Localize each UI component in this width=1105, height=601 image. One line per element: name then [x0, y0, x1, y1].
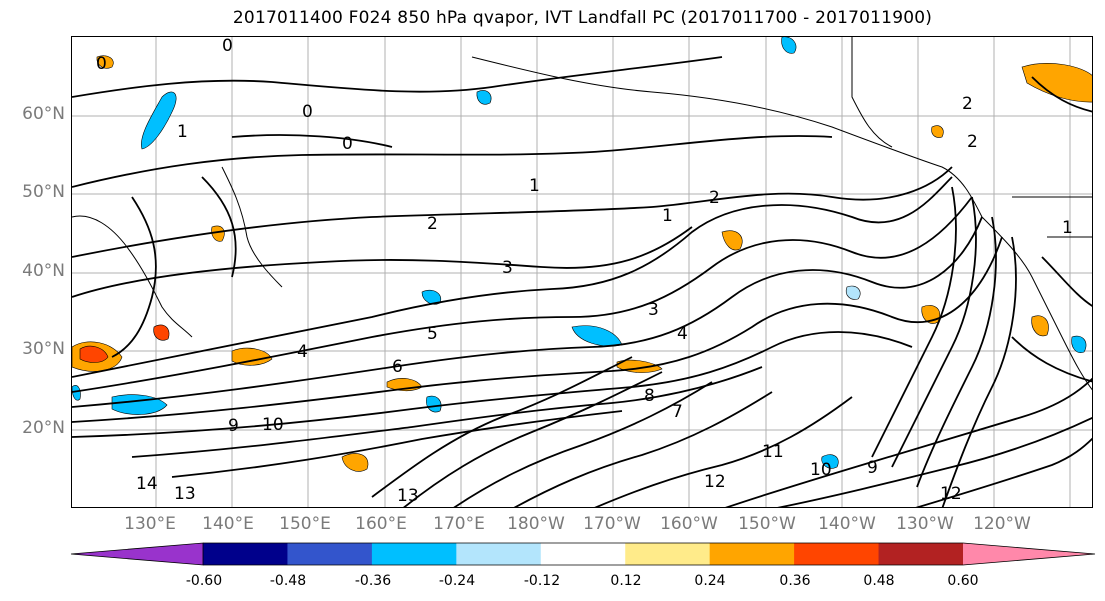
colorbar-tick-label: 0.24 — [694, 573, 726, 589]
colorbar-segments — [71, 543, 1095, 565]
contour-label: 4 — [677, 324, 688, 344]
colorbar-tick-label: -0.48 — [269, 573, 307, 589]
contour-label: 1 — [529, 176, 540, 196]
contour-label: 2 — [427, 214, 438, 234]
lat-label-50: 50°N — [22, 182, 65, 202]
colorbar — [70, 542, 1096, 566]
contour-label: 2 — [709, 188, 720, 208]
colorbar-segment — [540, 543, 626, 565]
colorbar-segment — [625, 543, 711, 565]
colorbar-extend-low — [71, 543, 203, 565]
colorbar-extend-high — [963, 543, 1095, 565]
lon-label-170e: 170°E — [433, 514, 485, 534]
colorbar-tick-label: 0.60 — [947, 573, 979, 589]
chart-title: 2017011400 F024 850 hPa qvapor, IVT Land… — [232, 8, 933, 28]
colorbar-segment — [794, 543, 880, 565]
lon-label-140e: 140°E — [202, 514, 254, 534]
lat-label-20: 20°N — [22, 418, 65, 438]
contour-label: 6 — [392, 357, 403, 377]
contour-label: 0 — [96, 54, 107, 74]
colorbar-segment — [203, 543, 288, 565]
map-panel: 0 0 0 0 1 1 1 2 2 2 2 1 3 3 4 4 5 6 7 8 … — [71, 36, 1093, 508]
contour-label: 11 — [762, 442, 784, 462]
contour-label: 8 — [644, 386, 655, 406]
contour-label: 7 — [672, 402, 683, 422]
colorbar-tick-label: -0.36 — [354, 573, 392, 589]
contour-label: 13 — [397, 486, 419, 506]
lon-label-120w: 120°W — [973, 514, 1031, 534]
colorbar-segment — [371, 543, 457, 565]
colorbar-tick-label: -0.12 — [523, 573, 561, 589]
contour-label: 5 — [427, 324, 438, 344]
contour-label: 10 — [262, 415, 284, 435]
contour-label: 2 — [962, 94, 973, 114]
graticule — [72, 37, 1092, 507]
contour-label: 13 — [174, 484, 196, 504]
contour-label: 9 — [228, 416, 239, 436]
colorbar-tick-label: 0.48 — [863, 573, 895, 589]
colorbar-tick-label: -0.60 — [185, 573, 223, 589]
lon-label-150w: 150°W — [738, 514, 796, 534]
lat-label-40: 40°N — [22, 261, 65, 281]
contour-label: 10 — [810, 460, 832, 480]
lon-label-150e: 150°E — [279, 514, 331, 534]
contour-label: 3 — [502, 258, 513, 278]
contour-label: 12 — [704, 472, 726, 492]
contour-label: 1 — [177, 122, 188, 142]
contour-label: 0 — [302, 102, 313, 122]
contour-label: 0 — [222, 37, 233, 56]
colorbar-segment — [878, 543, 964, 565]
qvapor-fill-positive — [72, 55, 1092, 472]
colorbar-segment — [709, 543, 795, 565]
contour-label: 1 — [662, 206, 673, 226]
lon-label-160e: 160°E — [355, 514, 407, 534]
contour-label: 0 — [342, 134, 353, 154]
colorbar-segment — [287, 543, 373, 565]
lon-label-180w: 180°W — [507, 514, 565, 534]
map-svg: 0 0 0 0 1 1 1 2 2 2 2 1 3 3 4 4 5 6 7 8 … — [72, 37, 1092, 507]
contour-label: 12 — [940, 484, 962, 504]
contour-label: 9 — [867, 458, 878, 478]
lon-label-170w: 170°W — [583, 514, 641, 534]
coastlines — [72, 37, 1092, 391]
lat-label-30: 30°N — [22, 339, 65, 359]
colorbar-tick-label: 0.12 — [610, 573, 642, 589]
contour-label: 3 — [648, 300, 659, 320]
contour-label: 4 — [297, 342, 308, 362]
colorbar-tick-label: 0.36 — [779, 573, 811, 589]
contour-label: 1 — [1062, 218, 1073, 238]
qvapor-fill-negative — [72, 37, 1087, 469]
lon-label-140w: 140°W — [818, 514, 876, 534]
colorbar-tick-label: -0.24 — [438, 573, 476, 589]
ivt-contours — [72, 56, 1092, 507]
lon-label-130w: 130°W — [896, 514, 954, 534]
colorbar-segment — [456, 543, 542, 565]
lon-label-160w: 160°W — [660, 514, 718, 534]
lon-label-130e: 130°E — [124, 514, 176, 534]
contour-label: 14 — [136, 474, 158, 494]
lat-label-60: 60°N — [22, 104, 65, 124]
contour-label: 2 — [967, 132, 978, 152]
